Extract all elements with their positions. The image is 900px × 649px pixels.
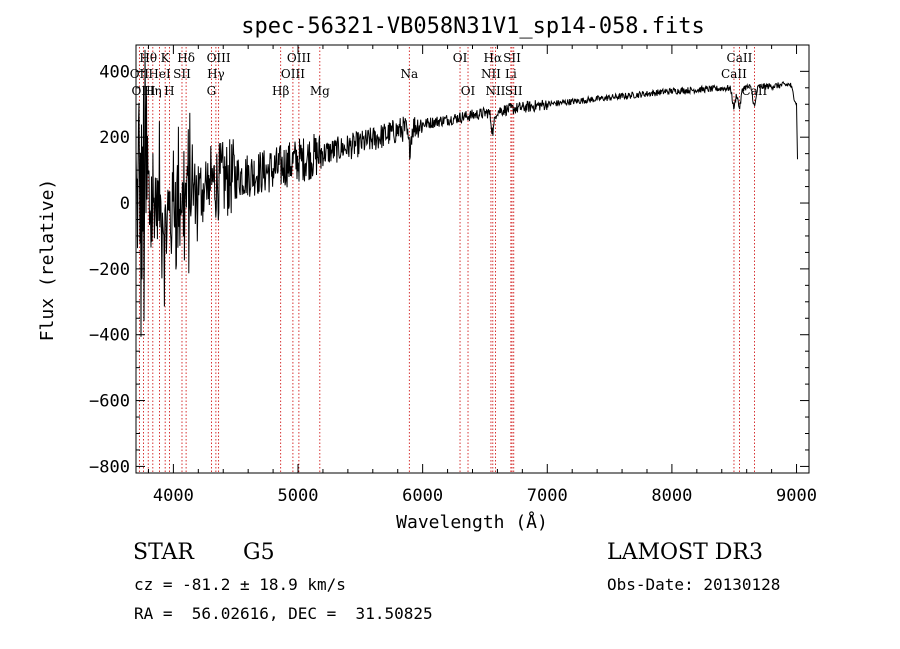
- x-tick-label: 7000: [527, 486, 568, 506]
- spectral-line-label: SII: [505, 84, 523, 98]
- x-axis-ticks: 4000 5000 6000 7000 8000 9000: [147, 45, 817, 506]
- y-tick-label: −600: [89, 392, 130, 412]
- spectral-line-label: Hα: [484, 51, 503, 65]
- observation-date: Obs-Date: 20130128: [607, 575, 781, 594]
- object-class: STAR: [133, 540, 194, 565]
- y-axis-ticks: −800 −600 −400 −200 0 200 400: [89, 62, 809, 477]
- spectral-line-markers: [138, 47, 755, 473]
- plot-frame: [135, 44, 810, 474]
- spectral-line-label: OIII: [281, 67, 305, 81]
- spectral-line-label: Mg: [310, 84, 330, 98]
- y-tick-label: 0: [120, 194, 130, 214]
- x-tick-label: 4000: [153, 486, 194, 506]
- spectral-line-label: SII: [173, 67, 191, 81]
- spectral-line-label: CaII: [727, 51, 753, 65]
- spectral-line-label: Hβ: [272, 84, 289, 98]
- spectral-line-label: CaII: [721, 67, 747, 81]
- x-tick-label: 8000: [651, 486, 692, 506]
- chart-title: spec-56321-VB058N31V1_sp14-058.fits: [241, 14, 705, 39]
- redshift-velocity: cz = -81.2 ± 18.9 km/s: [134, 575, 346, 594]
- spectral-line-label: OI: [453, 51, 468, 65]
- spectrum-line: [135, 49, 798, 337]
- x-axis-label: Wavelength (Å): [396, 511, 548, 533]
- y-tick-label: −800: [89, 457, 130, 477]
- x-tick-label: 6000: [402, 486, 443, 506]
- y-tick-label: 400: [99, 62, 130, 82]
- spectral-line-label: H: [164, 84, 174, 98]
- spectral-line-label: Hθ: [139, 51, 157, 65]
- spectral-line-label: HeI: [148, 67, 171, 81]
- spectral-line-label: Hγ: [207, 67, 225, 81]
- spectral-line-label: Hδ: [177, 51, 195, 65]
- spectral-line-label: SII: [503, 51, 521, 65]
- spectral-line-label: NII: [481, 67, 501, 81]
- y-axis-label: Flux (relative): [37, 179, 58, 342]
- spectral-line-label: K: [161, 51, 171, 65]
- sky-coordinates: RA = 56.02616, DEC = 31.50825: [134, 604, 433, 623]
- spectral-line-label: NII: [485, 84, 505, 98]
- x-tick-label: 5000: [278, 486, 319, 506]
- y-tick-label: 200: [99, 128, 130, 148]
- spectral-line-label: Hη: [144, 84, 162, 98]
- x-tick-label: 9000: [776, 486, 817, 506]
- spectral-line-label: OIII: [207, 51, 231, 65]
- object-subclass: G5: [243, 540, 275, 565]
- spectral-line-label: OIII: [287, 51, 311, 65]
- spectral-line-label: Li: [505, 67, 517, 81]
- spectral-line-label: OI: [461, 84, 476, 98]
- y-tick-label: −200: [89, 260, 130, 280]
- survey-name: LAMOST DR3: [607, 540, 763, 565]
- y-tick-label: −400: [89, 326, 130, 346]
- spectral-line-label: Na: [400, 67, 418, 81]
- spectral-line-label: G: [207, 84, 217, 98]
- spectral-line-label: OII: [130, 67, 150, 81]
